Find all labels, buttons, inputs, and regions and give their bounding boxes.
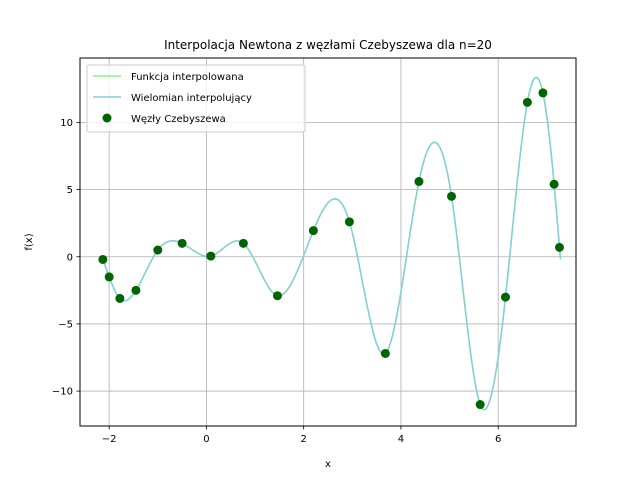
chebyshev-node-point [115,293,125,303]
chebyshev-node-point [177,238,187,248]
chebyshev-node-point [549,179,559,189]
x-axis-label: x [325,459,331,470]
chebyshev-node-point [98,254,108,264]
chebyshev-node-point [414,177,424,187]
x-tick-label: 4 [398,434,404,445]
y-axis-label: f(x) [24,233,35,250]
chebyshev-node-point [538,88,548,98]
y-tick-label: −5 [58,319,73,330]
x-tick-label: 0 [203,434,209,445]
legend-box [86,64,306,133]
y-ticks: −10 −5 0 5 10 [52,118,80,398]
legend: Funkcja interpolowana Wielomian interpol… [86,64,306,133]
legend-label-polynomial: Wielomian interpolujący [131,93,252,104]
y-tick-label: 5 [67,185,73,196]
x-tick-label: −2 [102,434,117,445]
y-tick-label: −10 [52,387,73,398]
chebyshev-node-point [131,285,141,295]
legend-label-nodes: Węzły Czebyszewa [131,114,226,125]
x-tick-label: 2 [300,434,306,445]
chebyshev-node-point [272,291,282,301]
chebyshev-node-point [104,272,114,282]
x-tick-label: 6 [495,434,501,445]
chebyshev-node-point [447,191,457,201]
chebyshev-node-point [380,348,390,358]
legend-swatch-nodes [102,113,112,123]
node-markers [98,88,564,410]
chebyshev-node-point [308,226,318,236]
legend-label-function: Funkcja interpolowana [131,72,244,83]
chebyshev-node-point [500,292,510,302]
chebyshev-node-point [554,242,564,252]
plot-frame [79,57,577,427]
chebyshev-node-point [522,97,532,107]
chebyshev-node-point [153,245,163,255]
chebyshev-node-point [238,238,248,248]
chart-title: Interpolacja Newtona z węzłami Czebyszew… [164,38,492,52]
y-tick-label: 10 [60,118,73,129]
chebyshev-node-point [475,400,485,410]
chebyshev-node-point [206,251,216,261]
x-ticks: −2 0 2 4 6 [102,426,501,445]
y-tick-label: 0 [67,252,73,263]
chebyshev-node-point [344,217,354,227]
